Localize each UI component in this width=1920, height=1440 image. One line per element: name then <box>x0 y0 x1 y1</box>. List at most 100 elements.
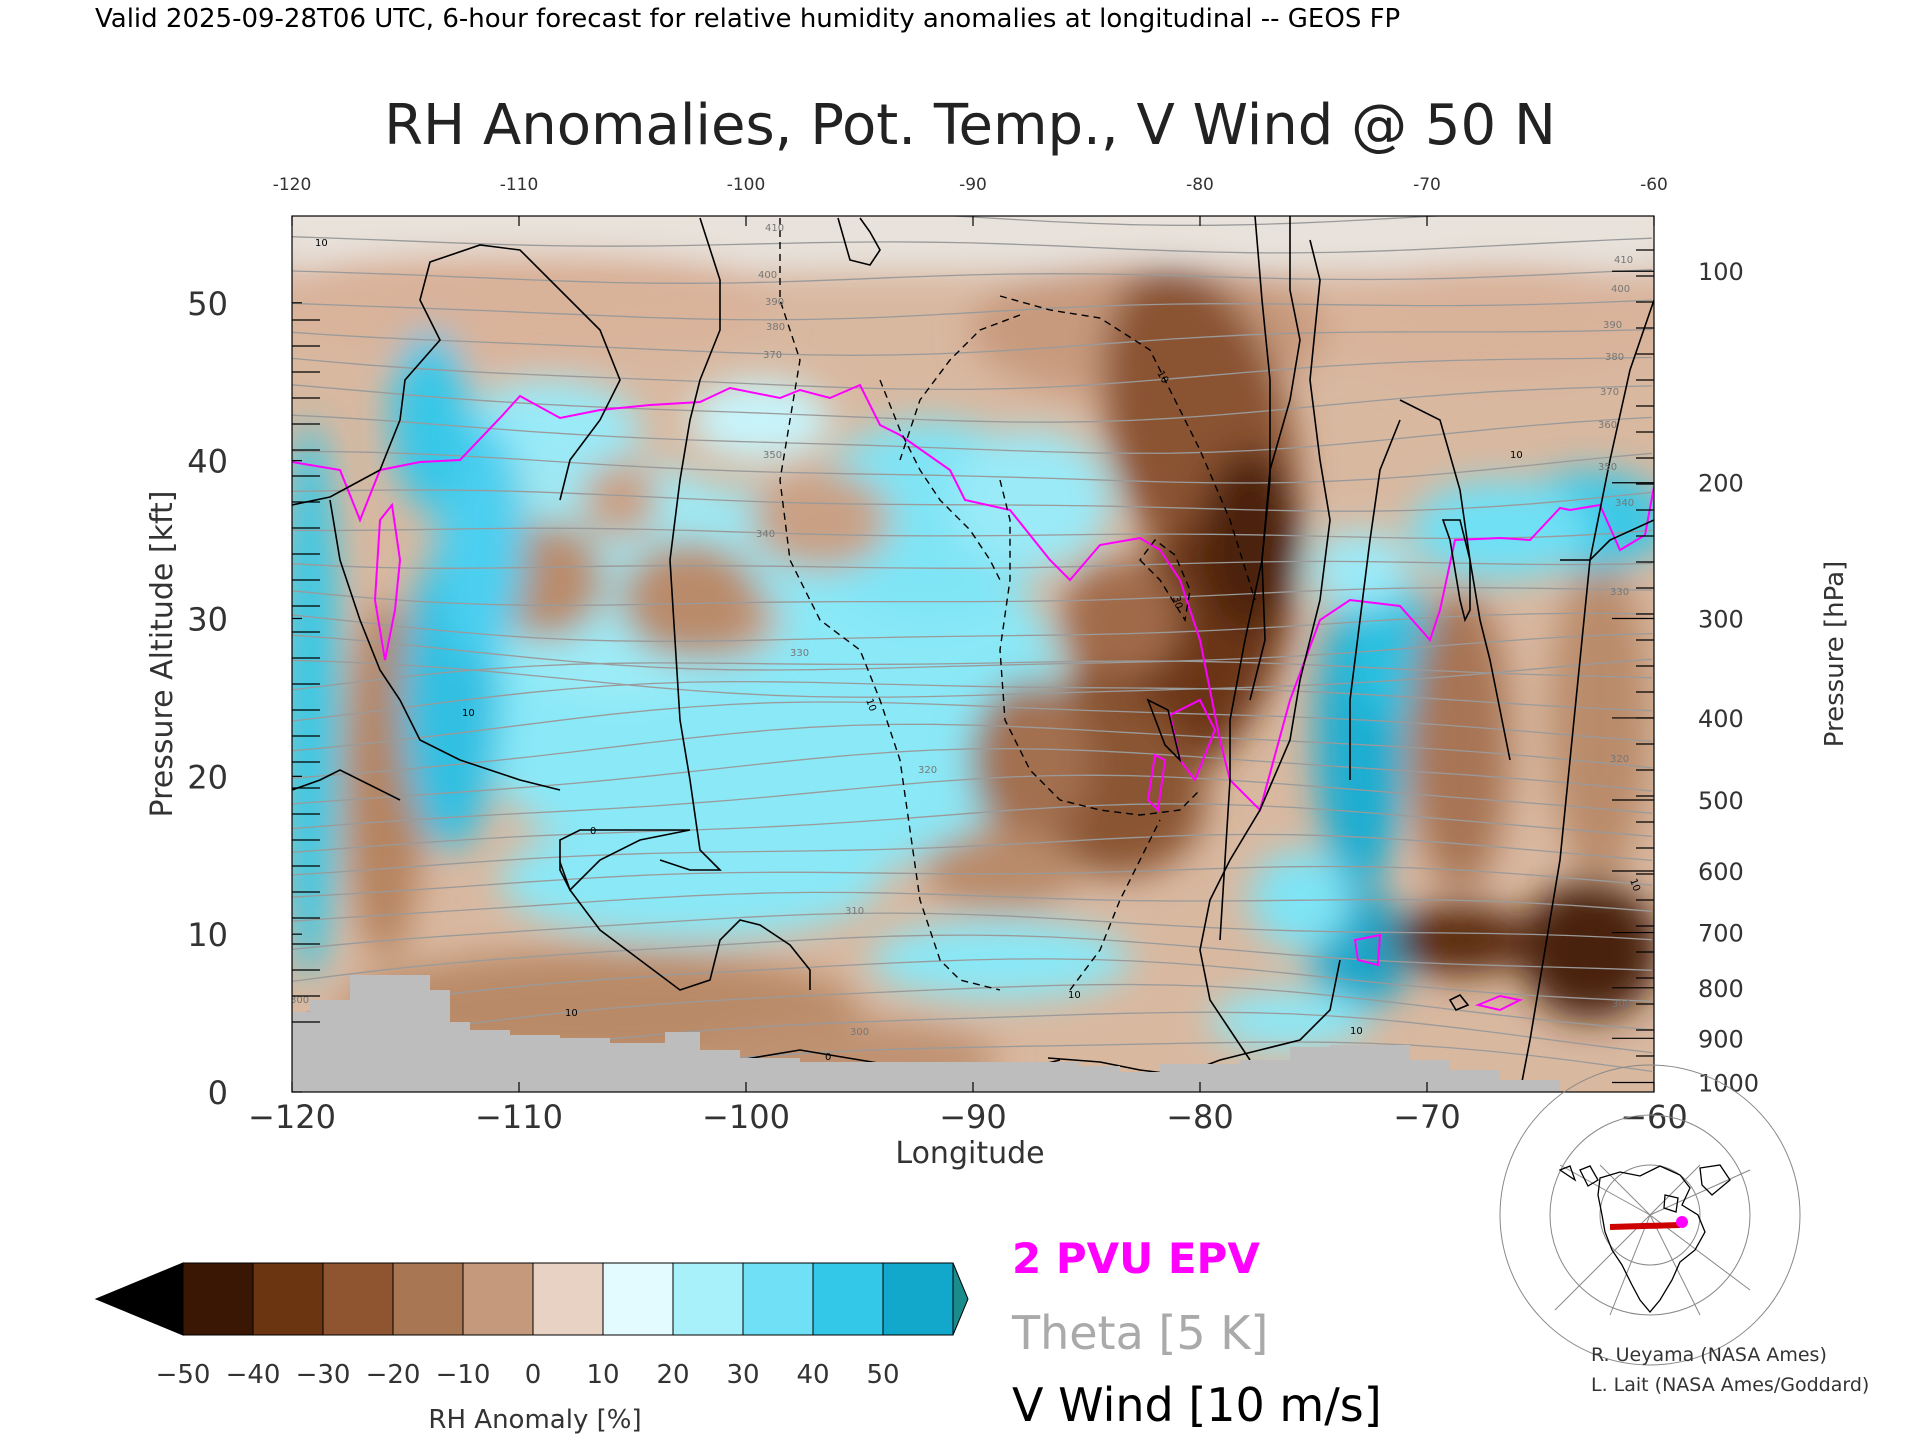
svg-text:10: 10 <box>863 697 878 713</box>
x-axis-label: Longitude <box>895 1136 1044 1171</box>
svg-text:300: 300 <box>1612 999 1631 1010</box>
colorbar-over-arrow <box>952 1262 969 1336</box>
colorbar-cell <box>742 1262 814 1336</box>
theta-contour-labels: 300 300 310 320 330 340 350 350 360 370 … <box>290 223 1634 1038</box>
svg-text:340: 340 <box>756 529 775 540</box>
theta-line <box>292 865 1653 898</box>
theta-line <box>292 701 1653 752</box>
colorbar <box>94 1262 969 1336</box>
y-axis-left-tick-labels: 0 10 20 30 40 50 <box>187 285 228 1112</box>
y-tick-label-right: 900 <box>1698 1025 1744 1053</box>
theta-line <box>292 527 1653 540</box>
theta-line <box>292 560 1653 569</box>
colorbar-cell <box>812 1262 884 1336</box>
svg-text:10: 10 <box>1068 990 1081 1001</box>
svg-text:310: 310 <box>845 906 864 917</box>
tick-marks <box>291 216 1655 1093</box>
colorbar-tick-label: −10 <box>436 1360 491 1390</box>
x-tick-label: −90 <box>939 1098 1007 1136</box>
y-tick-label-right: 200 <box>1698 470 1744 498</box>
colorbar-tick-label: −20 <box>366 1360 421 1390</box>
credit-line-1: R. Ueyama (NASA Ames) <box>1591 1344 1827 1366</box>
theta-contours <box>292 216 1653 1086</box>
svg-text:380: 380 <box>766 322 785 333</box>
svg-text:370: 370 <box>1600 387 1619 398</box>
svg-text:410: 410 <box>1614 255 1633 266</box>
colorbar-tick-label: 0 <box>525 1360 542 1390</box>
theta-line <box>292 236 1653 254</box>
colorbar-tick-label: 10 <box>586 1360 619 1390</box>
y-tick-label-right: 1000 <box>1698 1070 1759 1098</box>
svg-text:10: 10 <box>315 238 328 249</box>
theta-line <box>292 774 1653 830</box>
colorbar-tick-label: −50 <box>156 1360 211 1390</box>
y-tick-label-left: 40 <box>187 443 228 481</box>
svg-text:10: 10 <box>1627 877 1642 893</box>
colorbar-cell <box>252 1262 324 1336</box>
y-tick-label-right: 500 <box>1698 787 1744 815</box>
credit-line-2: L. Lait (NASA Ames/Goddard) <box>1591 1374 1869 1396</box>
x-tick-label: −70 <box>1393 1098 1461 1136</box>
figure-header: Valid 2025-09-28T06 UTC, 6-hour forecast… <box>95 4 1400 34</box>
x-top-tick-label: -120 <box>273 175 312 195</box>
theta-line <box>292 934 1653 983</box>
chart-title: RH Anomalies, Pot. Temp., V Wind @ 50 N <box>384 93 1556 158</box>
theta-line <box>292 489 1653 512</box>
svg-text:360: 360 <box>1598 420 1617 431</box>
theta-line <box>292 450 1653 484</box>
x-tick-label: −100 <box>702 1098 790 1136</box>
theta-line <box>292 680 1653 722</box>
rh-anomaly-field: 300 300 310 320 330 340 350 350 360 370 … <box>290 216 1654 1092</box>
y-tick-label-right: 100 <box>1698 258 1744 286</box>
svg-text:390: 390 <box>765 297 784 308</box>
theta-line <box>292 587 1653 607</box>
svg-text:30: 30 <box>1170 595 1184 610</box>
colorbar-cell <box>532 1262 604 1336</box>
svg-text:330: 330 <box>790 648 809 659</box>
svg-text:330: 330 <box>1610 587 1629 598</box>
theta-line <box>292 912 1653 950</box>
colorbar-cell <box>462 1262 534 1336</box>
colorbar-cell <box>672 1262 744 1336</box>
colorbar-cell <box>882 1262 954 1336</box>
x-top-tick-label: -70 <box>1413 175 1441 195</box>
svg-text:0: 0 <box>825 1052 831 1063</box>
y-tick-label-left: 20 <box>187 758 228 796</box>
svg-text:400: 400 <box>1611 284 1630 295</box>
colorbar-tick-labels: −50 −40 −30 −20 −10 0 10 20 30 40 50 <box>156 1360 900 1390</box>
y-axis-right-label: Pressure [hPa] <box>1820 561 1850 748</box>
colorbar-cell <box>602 1262 674 1336</box>
svg-text:10: 10 <box>462 708 475 719</box>
svg-text:350: 350 <box>1598 462 1617 473</box>
svg-text:0: 0 <box>590 826 596 837</box>
colorbar-label: RH Anomaly [%] <box>428 1405 641 1435</box>
svg-text:10: 10 <box>1350 1026 1363 1037</box>
colorbar-under-arrow <box>94 1262 184 1336</box>
x-top-tick-label: -60 <box>1640 175 1668 195</box>
x-top-tick-label: -90 <box>959 175 987 195</box>
y-axis-right-tick-labels: 100 200 300 400 500 600 700 800 900 1000 <box>1698 258 1759 1097</box>
colorbar-cell <box>182 1262 254 1336</box>
svg-text:300: 300 <box>290 995 309 1006</box>
colorbar-cell <box>322 1262 394 1336</box>
colorbar-tick-label: 20 <box>656 1360 689 1390</box>
topography <box>292 975 1560 1092</box>
theta-line <box>292 632 1653 671</box>
x-top-tick-label: -100 <box>727 175 766 195</box>
theta-line <box>292 658 1653 698</box>
y-tick-label-right: 600 <box>1698 858 1744 886</box>
x-tick-label: −120 <box>248 1098 336 1136</box>
svg-text:10: 10 <box>1510 450 1523 461</box>
theta-line <box>292 723 1653 779</box>
svg-text:350: 350 <box>763 450 782 461</box>
legend-epv: 2 PVU EPV <box>1012 1234 1260 1283</box>
svg-text:400: 400 <box>758 270 777 281</box>
y-tick-label-left: 0 <box>208 1074 228 1112</box>
theta-line <box>292 356 1653 391</box>
svg-text:320: 320 <box>1610 754 1629 765</box>
svg-text:370: 370 <box>763 350 782 361</box>
theta-line <box>292 660 1653 691</box>
theta-line <box>292 891 1653 922</box>
x-top-tick-label: -110 <box>500 175 539 195</box>
theta-line <box>292 612 1653 642</box>
